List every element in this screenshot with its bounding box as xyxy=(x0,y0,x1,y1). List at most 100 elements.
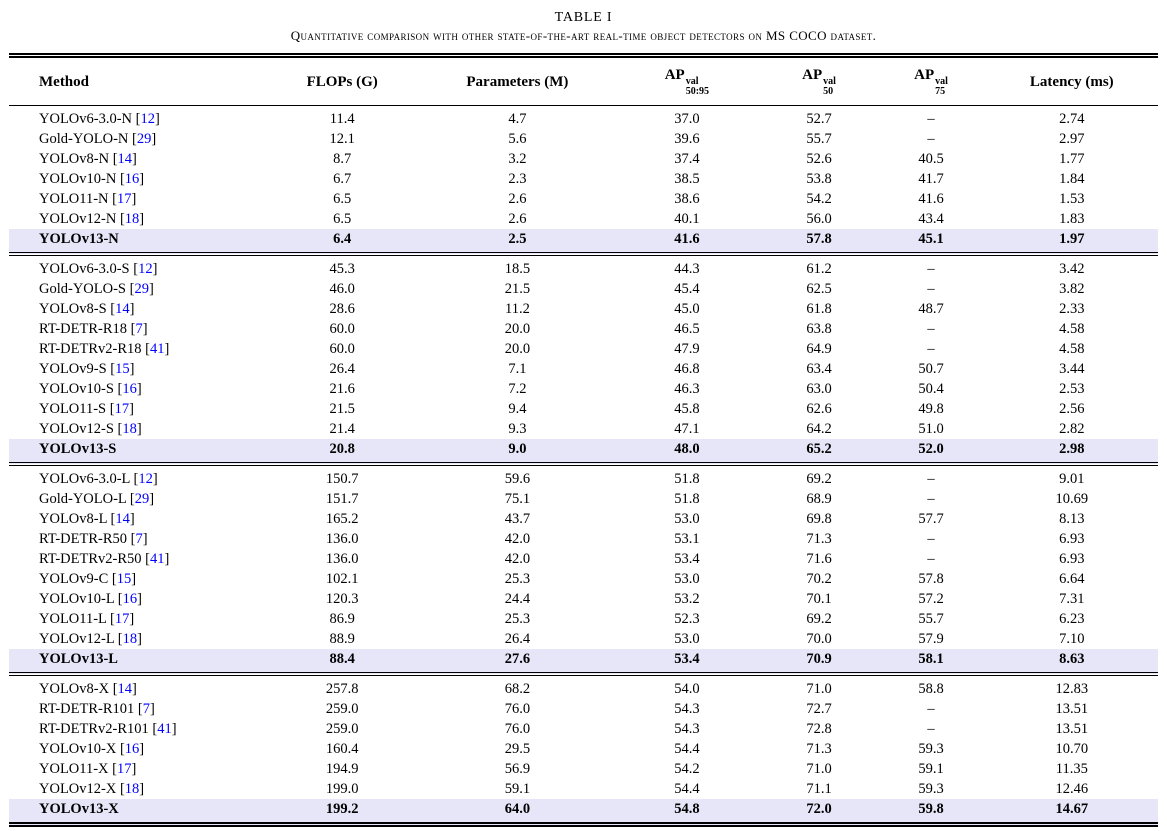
citation-link[interactable]: 29 xyxy=(136,131,152,148)
citation-link[interactable]: 14 xyxy=(115,301,130,318)
params-cell: 68.2 xyxy=(504,681,531,698)
ap50-cell: 61.8 xyxy=(806,301,832,318)
ap75-cell: 55.7 xyxy=(918,611,944,628)
ap75-cell: – xyxy=(927,531,935,548)
citation-link[interactable]: 17 xyxy=(117,761,132,778)
params-cell: 3.2 xyxy=(508,151,527,168)
ap5095-cell: 47.9 xyxy=(674,341,700,358)
method-cell: YOLOv6-3.0-N [12] xyxy=(39,111,160,128)
citation-link[interactable]: 41 xyxy=(149,551,165,568)
citation-link[interactable]: 29 xyxy=(134,491,150,508)
model-group-xlarge-models: YOLOv8-X [14] 257.8 68.2 54.0 71.0 58.8 12.83 R… xyxy=(9,674,1158,825)
citation-link[interactable]: 14 xyxy=(115,511,130,528)
table-row: YOLOv13-N 6.4 2.5 41.6 57.8 45.1 1.97 xyxy=(9,229,1158,255)
citation-link[interactable]: 16 xyxy=(124,171,140,188)
citation-link[interactable]: 14 xyxy=(117,681,133,698)
citation-link[interactable]: 29 xyxy=(134,281,149,298)
ap75-cell: 57.7 xyxy=(918,511,944,528)
table-row: YOLO11-S [17] 21.5 9.4 45.8 62.6 49.8 2.56 xyxy=(9,399,1158,419)
method-name: YOLOv8-L xyxy=(39,511,107,528)
citation-link[interactable]: 7 xyxy=(135,321,143,338)
table-row: YOLOv13-X 199.2 64.0 54.8 72.0 59.8 14.67 xyxy=(9,799,1158,825)
citation-link[interactable]: 12 xyxy=(138,261,153,278)
latency-cell: 11.35 xyxy=(1055,761,1088,778)
ap-supsub: val 50:95 xyxy=(686,76,709,97)
latency-cell: 2.82 xyxy=(1059,421,1085,438)
ap50-cell: 63.4 xyxy=(806,361,832,378)
ap50-cell: 71.3 xyxy=(806,531,832,548)
citation-link[interactable]: 12 xyxy=(140,111,156,128)
flops-cell: 60.0 xyxy=(329,321,355,338)
citation-link[interactable]: 18 xyxy=(124,781,140,798)
latency-cell: 2.74 xyxy=(1059,111,1085,128)
table-row: YOLOv10-S [16] 21.6 7.2 46.3 63.0 50.4 2.53 xyxy=(9,379,1158,399)
table-caption: Quantitative comparison with other state… xyxy=(290,28,877,43)
table-row: RT-DETRv2-R50 [41] 136.0 42.0 53.4 71.6 – 6.93 xyxy=(9,549,1158,569)
ap-base: AP xyxy=(664,67,685,83)
citation-link[interactable]: 7 xyxy=(135,531,143,548)
method-cell: YOLOv9-S [15] xyxy=(39,361,135,378)
table-row: YOLO11-N [17] 6.5 2.6 38.6 54.2 41.6 1.53 xyxy=(9,189,1158,209)
flops-cell: 28.6 xyxy=(329,301,355,318)
flops-cell: 86.9 xyxy=(329,611,355,628)
ap50-cell: 69.2 xyxy=(806,611,832,628)
citation-link[interactable]: 7 xyxy=(142,701,150,718)
latency-cell: 13.51 xyxy=(1055,701,1089,718)
col-header-method: Method xyxy=(39,73,89,90)
citation-link[interactable]: 17 xyxy=(114,611,130,628)
params-cell: 24.4 xyxy=(504,591,531,608)
latency-cell: 3.42 xyxy=(1059,261,1085,278)
citation-link[interactable]: 18 xyxy=(122,631,138,648)
method-cell: YOLOv9-C [15] xyxy=(39,571,137,588)
table-row: RT-DETR-R50 [7] 136.0 42.0 53.1 71.3 – 6.93 xyxy=(9,529,1158,549)
citation-link[interactable]: 17 xyxy=(117,191,132,208)
method-cell: YOLOv13-S xyxy=(9,439,262,464)
ap5095-cell: 45.0 xyxy=(674,301,700,318)
ap75-cell: 58.8 xyxy=(918,681,944,698)
citation-link[interactable]: 18 xyxy=(124,211,140,228)
table-label: TABLE I xyxy=(554,10,613,25)
citation-link[interactable]: 14 xyxy=(117,151,133,168)
flops-cell: 21.5 xyxy=(329,401,355,418)
method-cell: YOLOv13-L xyxy=(9,649,262,674)
latency-cell: 6.93 xyxy=(1059,551,1085,568)
ap75-cell: 52.0 xyxy=(918,441,944,458)
table-row: YOLOv12-L [18] 88.9 26.4 53.0 70.0 57.9 7.10 xyxy=(9,629,1158,649)
ap50-cell: 70.2 xyxy=(806,571,832,588)
method-cell: YOLOv10-X [16] xyxy=(39,741,145,758)
method-cell: YOLOv13-N xyxy=(9,229,262,254)
ap5095-cell: 51.8 xyxy=(674,471,700,488)
citation-link[interactable]: 18 xyxy=(122,421,137,438)
citation-link[interactable]: 16 xyxy=(122,381,137,398)
citation-link[interactable]: 16 xyxy=(124,741,140,758)
ap5095-cell: 46.3 xyxy=(674,381,700,398)
ap50-cell: 52.7 xyxy=(806,111,832,128)
method-name: YOLOv9-C xyxy=(39,571,109,588)
method-cell: RT-DETR-R18 [7] xyxy=(39,321,148,338)
params-cell: 43.7 xyxy=(504,511,531,528)
ap75-cell: – xyxy=(927,721,935,738)
method-name: YOLOv10-S xyxy=(39,381,114,398)
flops-cell: 21.4 xyxy=(329,421,355,438)
latency-cell: 1.53 xyxy=(1059,191,1085,208)
table-row: YOLOv6-3.0-S [12] 45.3 18.5 44.3 61.2 – 3.42 xyxy=(9,254,1158,279)
method-cell: Gold-YOLO-S [29] xyxy=(39,281,154,298)
flops-cell: 199.0 xyxy=(325,781,359,798)
ap-base: AP xyxy=(802,67,823,83)
latency-cell: 2.98 xyxy=(1059,441,1085,458)
latency-cell: 3.82 xyxy=(1059,281,1085,298)
ap75-cell: 57.8 xyxy=(918,571,944,588)
ap5095-cell: 54.3 xyxy=(674,701,700,718)
citation-link[interactable]: 15 xyxy=(115,361,130,378)
method-name: YOLOv8-S xyxy=(39,301,107,318)
citation-link[interactable]: 17 xyxy=(114,401,130,418)
table-row: YOLO11-L [17] 86.9 25.3 52.3 69.2 55.7 6.23 xyxy=(9,609,1158,629)
citation-link[interactable]: 12 xyxy=(138,471,153,488)
citation-link[interactable]: 41 xyxy=(157,721,172,738)
citation-link[interactable]: 16 xyxy=(122,591,138,608)
ap5095-cell: 45.8 xyxy=(674,401,700,418)
flops-cell: 45.3 xyxy=(329,261,355,278)
model-group-large-models: YOLOv6-3.0-L [12] 150.7 59.6 51.8 69.2–9.01 G… xyxy=(9,464,1158,675)
citation-link[interactable]: 41 xyxy=(149,341,165,358)
citation-link[interactable]: 15 xyxy=(116,571,132,588)
